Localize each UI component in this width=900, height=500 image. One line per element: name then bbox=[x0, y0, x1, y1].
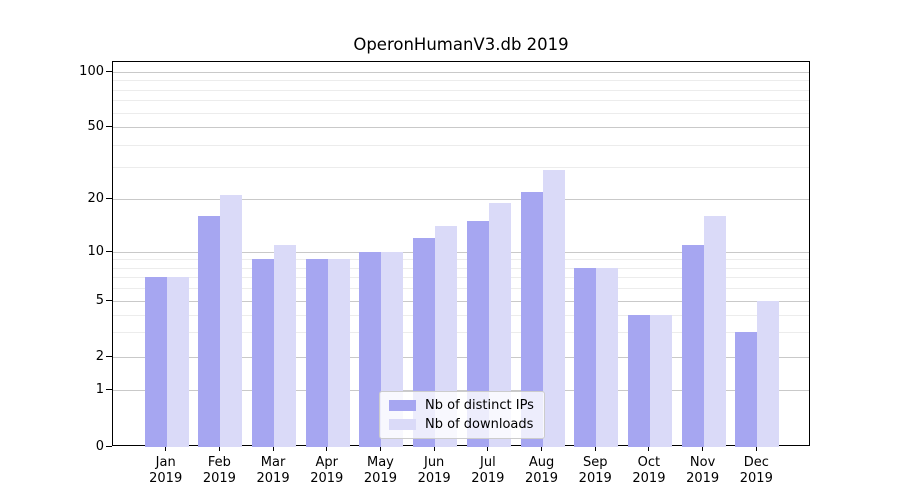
bar-mar-downloads bbox=[274, 244, 297, 447]
bar-apr-downloads bbox=[327, 259, 350, 447]
x-tick-mark bbox=[541, 446, 543, 451]
x-tick-mark bbox=[755, 446, 757, 451]
minor-gridline bbox=[113, 100, 809, 102]
y-tick-mark bbox=[106, 388, 112, 390]
bar-aug-distinct-ips bbox=[520, 191, 543, 447]
x-tick-label-dec: Dec 2019 bbox=[739, 455, 773, 486]
x-tick-mark bbox=[433, 446, 435, 451]
legend-label-downloads: Nb of downloads bbox=[425, 417, 534, 432]
y-tick-label: 100 bbox=[79, 63, 104, 79]
y-tick-label: 1 bbox=[95, 381, 104, 397]
legend-label-distinct-ips: Nb of distinct IPs bbox=[425, 398, 534, 413]
x-tick-label-jul: Jul 2019 bbox=[471, 455, 505, 486]
bar-sep-downloads bbox=[596, 267, 619, 447]
bar-jul-distinct-ips bbox=[466, 220, 489, 447]
bar-mar-distinct-ips bbox=[252, 259, 275, 447]
x-tick-label-oct: Oct 2019 bbox=[632, 455, 666, 486]
y-tick-mark bbox=[106, 445, 112, 447]
bar-nov-distinct-ips bbox=[681, 244, 704, 447]
x-tick-mark bbox=[218, 446, 220, 451]
bar-jul-downloads bbox=[488, 202, 511, 447]
legend: Nb of distinct IPs Nb of downloads bbox=[379, 391, 545, 439]
x-tick-label-may: May 2019 bbox=[363, 455, 397, 486]
y-tick-mark bbox=[106, 250, 112, 252]
bar-may-distinct-ips bbox=[359, 252, 382, 447]
minor-gridline bbox=[113, 259, 809, 261]
y-tick-mark bbox=[106, 299, 112, 301]
y-tick-label: 0 bbox=[95, 438, 104, 454]
y-tick-label: 2 bbox=[95, 348, 104, 364]
y-tick-label: 5 bbox=[95, 292, 104, 308]
y-tick-label: 10 bbox=[87, 243, 104, 259]
plot-area: Nb of distinct IPs Nb of downloads bbox=[112, 61, 810, 447]
chart-title: OperonHumanV3.db 2019 bbox=[353, 35, 569, 54]
minor-gridline bbox=[113, 80, 809, 82]
y-tick-mark bbox=[106, 355, 112, 357]
major-gridline bbox=[113, 72, 809, 73]
x-tick-mark bbox=[326, 446, 328, 451]
x-tick-mark bbox=[702, 446, 704, 451]
x-tick-label-nov: Nov 2019 bbox=[686, 455, 720, 486]
legend-item-distinct-ips: Nb of distinct IPs bbox=[389, 398, 534, 413]
major-gridline bbox=[113, 357, 809, 358]
minor-gridline bbox=[113, 167, 809, 169]
minor-gridline bbox=[113, 332, 809, 334]
minor-gridline bbox=[113, 112, 809, 114]
bar-oct-downloads bbox=[649, 314, 672, 447]
legend-item-downloads: Nb of downloads bbox=[389, 417, 534, 432]
x-tick-mark bbox=[594, 446, 596, 451]
x-tick-label-apr: Apr 2019 bbox=[310, 455, 344, 486]
legend-swatch-distinct-ips bbox=[389, 400, 416, 411]
bar-feb-distinct-ips bbox=[198, 216, 221, 447]
x-tick-mark bbox=[272, 446, 274, 451]
minor-gridline bbox=[113, 89, 809, 91]
x-tick-label-feb: Feb 2019 bbox=[202, 455, 236, 486]
major-gridline bbox=[113, 199, 809, 200]
bar-oct-distinct-ips bbox=[627, 314, 650, 447]
major-gridline bbox=[113, 390, 809, 391]
bar-dec-distinct-ips bbox=[735, 332, 758, 447]
bar-jan-distinct-ips bbox=[144, 277, 167, 447]
y-tick-label: 20 bbox=[87, 190, 104, 206]
x-tick-mark bbox=[648, 446, 650, 451]
minor-gridline bbox=[113, 144, 809, 146]
y-tick-mark bbox=[106, 125, 112, 127]
major-gridline bbox=[113, 301, 809, 302]
y-tick-mark bbox=[106, 197, 112, 199]
minor-gridline bbox=[113, 314, 809, 316]
bar-feb-downloads bbox=[220, 195, 243, 447]
minor-gridline bbox=[113, 288, 809, 290]
y-tick-label: 50 bbox=[87, 118, 104, 134]
minor-gridline bbox=[113, 277, 809, 279]
x-tick-label-mar: Mar 2019 bbox=[256, 455, 290, 486]
minor-gridline bbox=[113, 267, 809, 269]
bar-nov-downloads bbox=[703, 216, 726, 447]
x-tick-label-jun: Jun 2019 bbox=[417, 455, 451, 486]
x-tick-mark bbox=[379, 446, 381, 451]
x-tick-mark bbox=[487, 446, 489, 451]
x-tick-label-jan: Jan 2019 bbox=[149, 455, 183, 486]
legend-swatch-downloads bbox=[389, 419, 416, 430]
bar-dec-downloads bbox=[757, 301, 780, 447]
major-gridline bbox=[113, 127, 809, 128]
bar-sep-distinct-ips bbox=[574, 267, 597, 447]
bar-aug-downloads bbox=[542, 169, 565, 447]
bar-jan-downloads bbox=[166, 277, 189, 447]
y-tick-mark bbox=[106, 70, 112, 72]
major-gridline bbox=[113, 252, 809, 253]
x-tick-mark bbox=[165, 446, 167, 451]
bar-apr-distinct-ips bbox=[305, 259, 328, 447]
x-tick-label-aug: Aug 2019 bbox=[524, 455, 559, 486]
x-tick-label-sep: Sep 2019 bbox=[578, 455, 612, 486]
